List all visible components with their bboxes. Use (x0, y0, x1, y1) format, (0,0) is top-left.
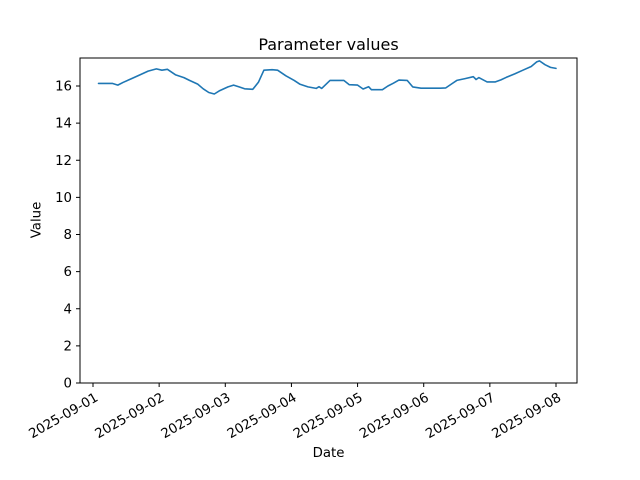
chart-title: Parameter values (258, 35, 399, 54)
x-tick-label: 2025-09-03 (159, 390, 233, 442)
y-tick-label: 2 (64, 339, 72, 354)
x-tick-label: 2025-09-06 (357, 390, 431, 442)
x-tick-label: 2025-09-05 (291, 390, 365, 442)
y-tick-label: 10 (55, 191, 72, 206)
x-tick-label: 2025-09-08 (490, 390, 564, 442)
x-axis-label: Date (312, 446, 345, 461)
y-axis-label: Value (29, 201, 45, 239)
y-tick-label: 6 (64, 265, 72, 280)
data-line (97, 60, 557, 95)
y-tick-label: 0 (64, 377, 72, 392)
x-tick-label: 2025-09-01 (27, 390, 101, 442)
plot-border (79, 57, 578, 384)
x-tick-label: 2025-09-04 (225, 390, 299, 442)
y-tick-label: 4 (64, 302, 72, 317)
y-tick-label: 8 (64, 228, 72, 243)
x-tick-label: 2025-09-02 (93, 390, 167, 442)
y-tick-label: 16 (55, 80, 72, 95)
x-tick-label: 2025-09-07 (423, 390, 497, 442)
y-tick-label: 12 (55, 154, 72, 169)
y-tick-label: 14 (55, 117, 72, 132)
